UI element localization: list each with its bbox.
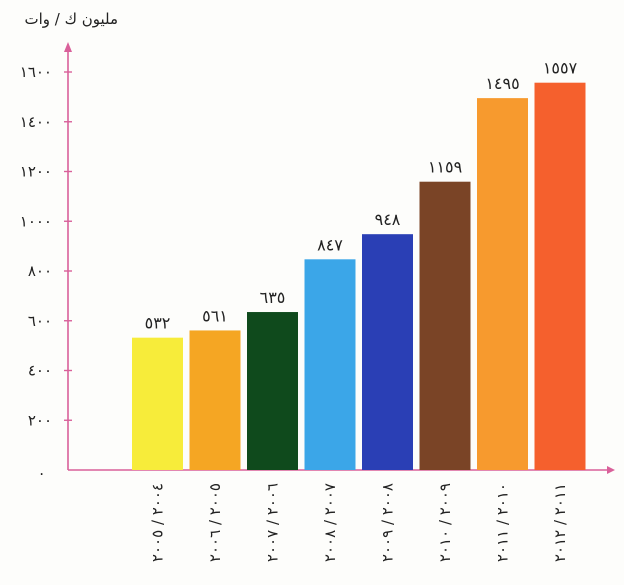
y-axis-arrow [64, 42, 72, 52]
category-label: ٢٠٠٥ / ٢٠٠٦ [206, 483, 224, 562]
bar-value-label: ١٥٥٧ [543, 59, 578, 78]
bar [132, 337, 183, 470]
bar [189, 330, 241, 470]
bar [362, 234, 413, 470]
bar-value-label: ١٤٩٥ [485, 74, 519, 93]
y-tick-label: ٤٠٠ [28, 362, 52, 380]
category-label: ٢٠٠٨ / ٢٠٠٩ [379, 483, 397, 562]
y-tick-label-zero: . [39, 461, 44, 479]
category-labels: ٢٠٠٤ / ٢٠٠٥ ٢٠٠٥ / ٢٠٠٦ ٢٠٠٦ / ٢٠٠٧ ٢٠٠٧ / … [149, 483, 570, 562]
bar-value-label: ١١٥٩ [428, 158, 462, 177]
y-ticks: ٢٠٠ ٤٠٠ ٦٠٠ ٨٠٠ ١٠٠٠ ١٢٠٠ ١٤٠٠ ١٦٠٠. [20, 63, 72, 479]
bar [247, 312, 298, 470]
y-tick-label: ١٠٠٠ [20, 212, 52, 230]
y-tick-label: ١٦٠٠ [20, 63, 52, 81]
category-label: ٢٠٠٧ / ٢٠٠٨ [321, 483, 339, 562]
bar-value-label: ٩٤٨ [375, 210, 401, 229]
y-tick-label: ٦٠٠ [28, 312, 52, 330]
category-label: ٢٠١٠ / ٢٠١١ [494, 483, 512, 562]
bar-value-label: ٨٤٧ [317, 235, 343, 254]
bar [477, 98, 528, 471]
y-tick-label: ١٢٠٠ [20, 163, 52, 181]
category-label: ٢٠١١ / ٢٠١٢ [551, 483, 569, 562]
y-axis-title: مليون ك / وات [24, 10, 118, 28]
category-label: ٢٠٠٤ / ٢٠٠٥ [149, 483, 167, 562]
bar [419, 181, 471, 471]
y-tick-label: ٨٠٠ [28, 262, 52, 280]
x-axis-arrow [607, 466, 615, 474]
value-labels: ٥٣٢ ٥٦١ ٦٣٥ ٨٤٧ ٩٤٨ ١١٥٩ ١٤٩٥ ١٥٥٧ [145, 59, 578, 333]
bar [304, 259, 356, 470]
bar [534, 82, 586, 470]
bar-value-label: ٥٦١ [202, 306, 228, 325]
category-label: ٢٠٠٩ / ٢٠١٠ [436, 483, 454, 562]
bar-value-label: ٥٣٢ [145, 314, 171, 333]
y-tick-label: ٢٠٠ [28, 411, 52, 429]
y-tick-label: ١٤٠٠ [20, 113, 52, 131]
bars [132, 82, 586, 471]
category-label: ٢٠٠٦ / ٢٠٠٧ [264, 483, 282, 562]
bar-value-label: ٦٣٥ [260, 288, 286, 307]
